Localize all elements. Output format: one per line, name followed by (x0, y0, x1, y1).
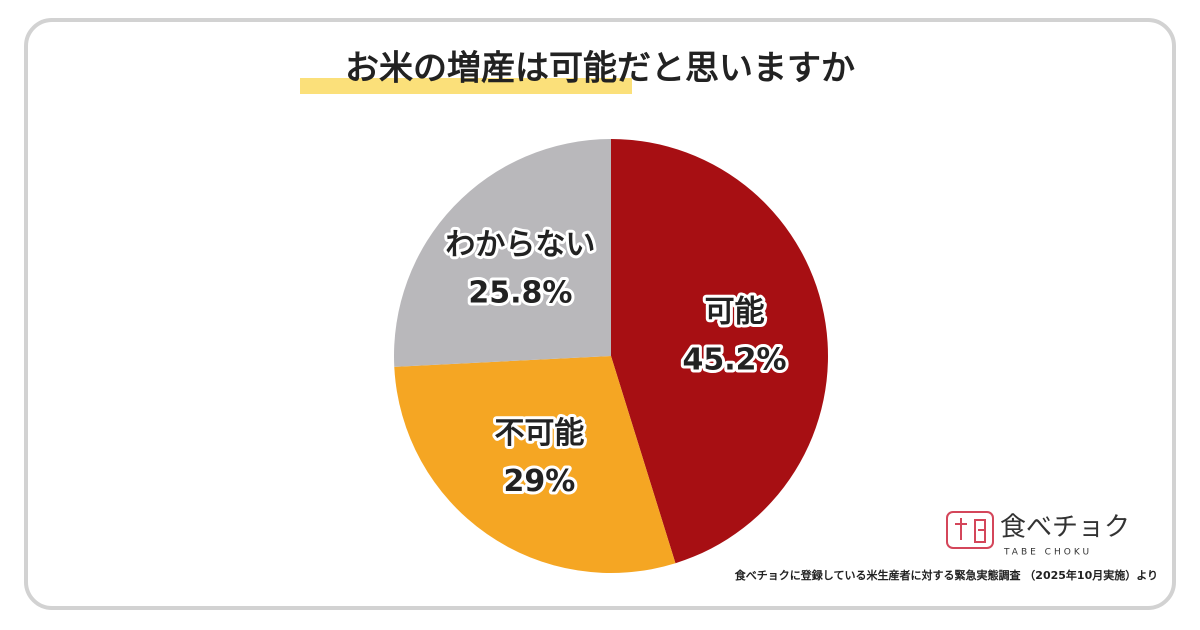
pie-slice (611, 139, 829, 564)
logo-text: 食べチョク (1000, 513, 1130, 543)
value-label: 45.2% (683, 343, 787, 378)
slice-label: わからない (445, 227, 595, 262)
pie-slice (394, 139, 611, 367)
logo-subtext: TABE CHOKU (1003, 548, 1092, 558)
logo: 食べチョク TABE CHOKU (946, 511, 1130, 558)
slice-label: 不可能 (494, 416, 584, 451)
logo-icon-strokes (955, 518, 986, 543)
slice-label: 可能 (705, 295, 765, 330)
value-label: 29% (504, 464, 576, 499)
source-note: 食べチョクに登録している米生産者に対する緊急実態調査 （2025年10月実施）よ… (735, 568, 1158, 582)
chart-title: お米の増産は可能だと思いますか (345, 49, 855, 89)
title-highlight (300, 78, 632, 94)
pie-slice (394, 356, 676, 574)
logo-icon (946, 511, 994, 549)
pie (394, 139, 829, 574)
value-label: 25.8% (468, 275, 572, 310)
